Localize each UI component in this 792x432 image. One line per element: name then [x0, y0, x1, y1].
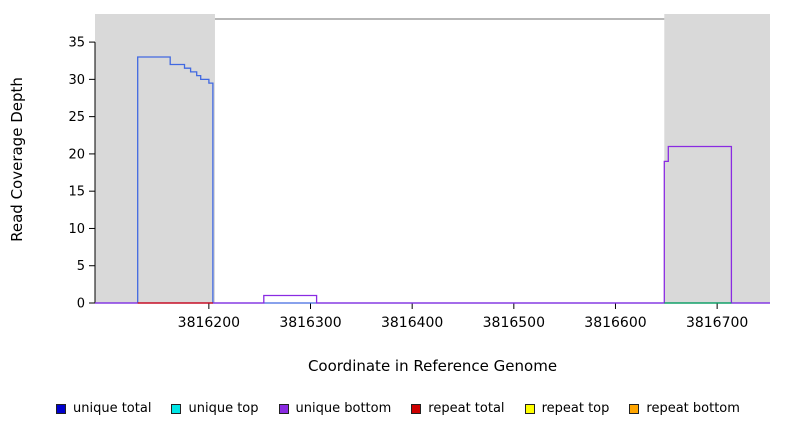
legend-swatch	[56, 403, 66, 414]
legend-item-repeat-total: repeat total	[411, 401, 505, 416]
y-tick-label: 10	[68, 222, 85, 237]
legend-swatch	[629, 403, 640, 414]
x-tick-label: 3816700	[686, 315, 748, 331]
coverage-plot: 0 5 10 15 20 25 30 35 3816200 3816300 3816400 38165…	[8, 14, 770, 331]
legend-label: repeat bottom	[646, 401, 740, 416]
legend-item-unique-top: unique top	[171, 401, 259, 416]
y-tick-label: 0	[77, 297, 85, 312]
series-unique-total	[95, 56, 770, 304]
legend-swatch	[278, 403, 289, 414]
legend-swatch	[524, 403, 535, 414]
y-tick-label: 25	[68, 110, 85, 125]
shaded-region	[95, 14, 215, 303]
x-tick-label: 3816600	[584, 315, 646, 331]
x-tick-label: 3816500	[483, 315, 545, 331]
legend-item-unique-bottom: unique bottom	[278, 401, 392, 416]
legend-label: unique bottom	[295, 401, 392, 416]
legend-label: unique total	[73, 401, 152, 416]
legend-label: repeat top	[541, 401, 610, 416]
legend-item-repeat-top: repeat top	[524, 401, 610, 416]
legend-label: unique top	[188, 401, 259, 416]
y-axis-title: Read Coverage Depth	[8, 77, 26, 242]
x-axis-title: Coordinate in Reference Genome	[307, 357, 558, 375]
legend-item-unique-total: unique total	[56, 401, 151, 416]
legend-swatch	[411, 403, 422, 414]
y-tick-label: 35	[68, 36, 85, 51]
legend: unique total unique top unique bottom repea…	[0, 401, 792, 416]
shaded-region	[664, 14, 770, 303]
x-tick-label: 3816400	[381, 315, 443, 331]
y-tick-label: 15	[68, 185, 85, 200]
y-tick-label: 30	[68, 73, 85, 88]
y-tick-label: 20	[68, 147, 85, 162]
y-tick-label: 5	[77, 259, 85, 274]
legend-item-repeat-bottom: repeat bottom	[629, 401, 740, 416]
legend-label: repeat total	[428, 401, 505, 416]
x-tick-label: 3816200	[178, 315, 240, 331]
x-tick-label: 3816300	[279, 315, 341, 331]
legend-swatch	[171, 403, 182, 414]
series-unique-bottom	[95, 145, 770, 304]
